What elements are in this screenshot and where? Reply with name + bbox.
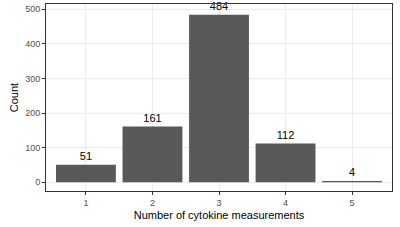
svg-text:500: 500 — [25, 4, 40, 14]
svg-text:112: 112 — [277, 129, 295, 141]
svg-text:300: 300 — [25, 74, 40, 84]
svg-text:4: 4 — [283, 198, 288, 208]
svg-text:51: 51 — [80, 150, 92, 162]
svg-text:3: 3 — [216, 198, 221, 208]
svg-text:484: 484 — [210, 0, 228, 12]
svg-text:4: 4 — [349, 166, 355, 178]
svg-text:400: 400 — [25, 39, 40, 49]
svg-text:1: 1 — [83, 198, 88, 208]
svg-text:0: 0 — [35, 177, 40, 187]
svg-text:100: 100 — [25, 143, 40, 153]
svg-text:Count: Count — [8, 83, 20, 112]
svg-text:161: 161 — [143, 112, 161, 124]
svg-text:2: 2 — [150, 198, 155, 208]
svg-text:Number of cytokine measurement: Number of cytokine measurements — [134, 209, 305, 221]
svg-text:200: 200 — [25, 108, 40, 118]
svg-text:5: 5 — [350, 198, 355, 208]
